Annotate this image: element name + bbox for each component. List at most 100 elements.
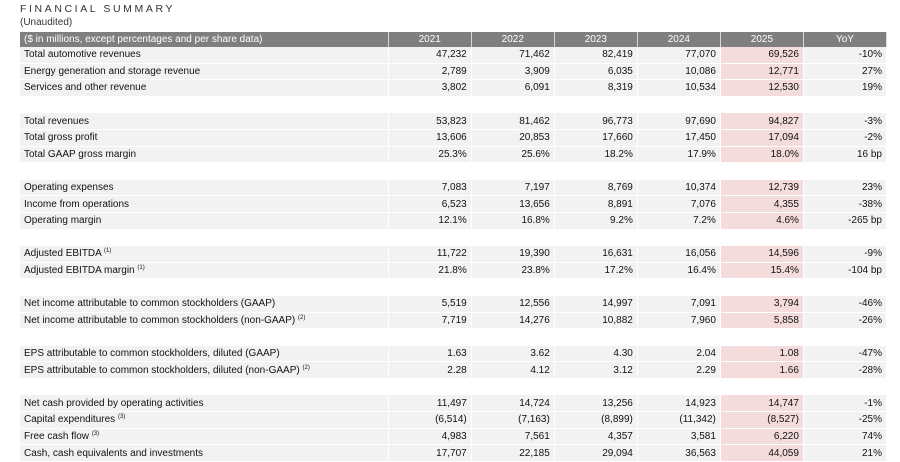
value-cell-2025: 69,526 bbox=[720, 47, 804, 64]
spacer-cell bbox=[554, 378, 638, 396]
value-cell-2021: 13,606 bbox=[388, 129, 472, 147]
header-2025: 2025 bbox=[720, 32, 804, 47]
value-cell-2025: 17,094 bbox=[720, 129, 804, 147]
spacer-cell bbox=[637, 278, 721, 296]
spacer-cell bbox=[20, 378, 389, 396]
yoy-cell: -46% bbox=[803, 295, 888, 313]
value-cell-2025: 4,355 bbox=[720, 195, 804, 213]
table-header-row: ($ in millions, except percentages and p… bbox=[20, 32, 888, 47]
spacer-row bbox=[20, 96, 888, 114]
value-cell-2023: 29,094 bbox=[554, 444, 638, 462]
row-label: Services and other revenue bbox=[20, 79, 389, 97]
value-cell-2021: 47,232 bbox=[388, 47, 472, 64]
row-label-text: Capital expenditures bbox=[24, 414, 116, 426]
value-cell-2024: 2.29 bbox=[637, 361, 721, 379]
value-cell-2021: 5,519 bbox=[388, 295, 472, 313]
value-cell-2022: 7,197 bbox=[471, 179, 555, 197]
value-cell-2022: (7,163) bbox=[471, 411, 555, 429]
table-row: Free cash flow (3) 4,983 7,561 4,357 3,581 6,… bbox=[20, 428, 888, 446]
value-cell-2022: 14,276 bbox=[471, 312, 555, 330]
row-label: Net cash provided by operating activitie… bbox=[20, 394, 389, 413]
row-label: Net income attributable to common stockh… bbox=[20, 295, 389, 313]
spacer-cell bbox=[803, 162, 888, 180]
spacer-cell bbox=[637, 162, 721, 180]
table-row: EPS attributable to common stockholders,… bbox=[20, 345, 888, 363]
value-cell-2021: 3,802 bbox=[388, 79, 472, 97]
value-cell-2021: 17,707 bbox=[388, 444, 472, 462]
spacer-cell bbox=[720, 229, 804, 247]
table-row: Net income attributable to common stockh… bbox=[20, 295, 888, 313]
value-cell-2024: 17,450 bbox=[637, 129, 721, 147]
value-cell-2025: 1.08 bbox=[720, 345, 804, 363]
value-cell-2023: 10,882 bbox=[554, 312, 638, 330]
spacer-cell bbox=[637, 378, 721, 396]
value-cell-2021: 11,497 bbox=[388, 394, 472, 413]
value-cell-2024: 10,534 bbox=[637, 79, 721, 97]
value-cell-2021: 7,083 bbox=[388, 179, 472, 197]
header-2022: 2022 bbox=[471, 32, 555, 47]
value-cell-2021: 2.28 bbox=[388, 361, 472, 379]
spacer-cell bbox=[554, 229, 638, 247]
row-label-text: Energy generation and storage revenue bbox=[24, 65, 201, 77]
row-label-text: Free cash flow bbox=[24, 430, 90, 442]
row-label: EPS attributable to common stockholders,… bbox=[20, 345, 389, 363]
value-cell-2025: 44,059 bbox=[720, 444, 804, 462]
value-cell-2024: 3,581 bbox=[637, 428, 721, 446]
spacer-cell bbox=[388, 229, 472, 247]
value-cell-2023: 8,769 bbox=[554, 179, 638, 197]
yoy-cell: -104 bp bbox=[803, 262, 888, 280]
yoy-cell: -26% bbox=[803, 312, 888, 330]
spacer-row bbox=[20, 278, 888, 296]
spacer-cell bbox=[803, 96, 888, 114]
spacer-cell bbox=[803, 229, 888, 247]
row-label: Capital expenditures (3) bbox=[20, 411, 389, 429]
row-label: Total gross profit bbox=[20, 129, 389, 147]
value-cell-2024: 7,076 bbox=[637, 195, 721, 213]
footnote-marker: (1) bbox=[137, 265, 145, 272]
value-cell-2025: 18.0% bbox=[720, 146, 804, 164]
row-label: Adjusted EBITDA (1) bbox=[20, 245, 389, 263]
value-cell-2025: 3,794 bbox=[720, 295, 804, 313]
value-cell-2024: 17.9% bbox=[637, 146, 721, 164]
row-label-text: Operating margin bbox=[24, 215, 102, 227]
table-row: Services and other revenue 3,802 6,091 8,31… bbox=[20, 79, 888, 97]
table-row: Capital expenditures (3) (6,514) (7,163) (8… bbox=[20, 411, 888, 429]
value-cell-2024: 7.2% bbox=[637, 212, 721, 230]
table-row: Adjusted EBITDA (1) 11,722 19,390 16,631 16,… bbox=[20, 245, 888, 263]
row-label-text: Adjusted EBITDA margin bbox=[24, 265, 135, 277]
value-cell-2021: 53,823 bbox=[388, 112, 472, 130]
spacer-cell bbox=[554, 162, 638, 180]
value-cell-2022: 4.12 bbox=[471, 361, 555, 379]
row-label-text: Income from operations bbox=[24, 198, 130, 210]
value-cell-2023: 17.2% bbox=[554, 262, 638, 280]
value-cell-2024: 10,086 bbox=[637, 63, 721, 81]
spacer-cell bbox=[720, 378, 804, 396]
value-cell-2021: 4,983 bbox=[388, 428, 472, 446]
value-cell-2024: 7,960 bbox=[637, 312, 721, 330]
spacer-cell bbox=[637, 328, 721, 346]
spacer-cell bbox=[388, 328, 472, 346]
value-cell-2023: 4,357 bbox=[554, 428, 638, 446]
spacer-cell bbox=[554, 328, 638, 346]
value-cell-2025: 1.66 bbox=[720, 361, 804, 379]
table-row: Operating expenses 7,083 7,197 8,769 10,374 1… bbox=[20, 179, 888, 197]
value-cell-2024: 16,056 bbox=[637, 245, 721, 263]
row-label: Income from operations bbox=[20, 195, 389, 213]
value-cell-2021: 1.63 bbox=[388, 345, 472, 363]
value-cell-2021: 25.3% bbox=[388, 146, 472, 164]
value-cell-2024: 97,690 bbox=[637, 112, 721, 130]
value-cell-2021: 21.8% bbox=[388, 262, 472, 280]
spacer-cell bbox=[720, 328, 804, 346]
value-cell-2025: 14,747 bbox=[720, 394, 804, 413]
row-label: Cash, cash equivalents and investments bbox=[20, 444, 389, 462]
value-cell-2025: 6,220 bbox=[720, 428, 804, 446]
footnote-marker: (1) bbox=[104, 248, 112, 255]
value-cell-2025: (8,527) bbox=[720, 411, 804, 429]
spacer-cell bbox=[20, 278, 389, 296]
spacer-row bbox=[20, 328, 888, 346]
row-label: EPS attributable to common stockholders,… bbox=[20, 361, 389, 379]
row-label: Operating margin bbox=[20, 212, 389, 230]
row-label: Total revenues bbox=[20, 112, 389, 130]
value-cell-2022: 16.8% bbox=[471, 212, 555, 230]
row-label-text: EPS attributable to common stockholders,… bbox=[24, 364, 300, 376]
